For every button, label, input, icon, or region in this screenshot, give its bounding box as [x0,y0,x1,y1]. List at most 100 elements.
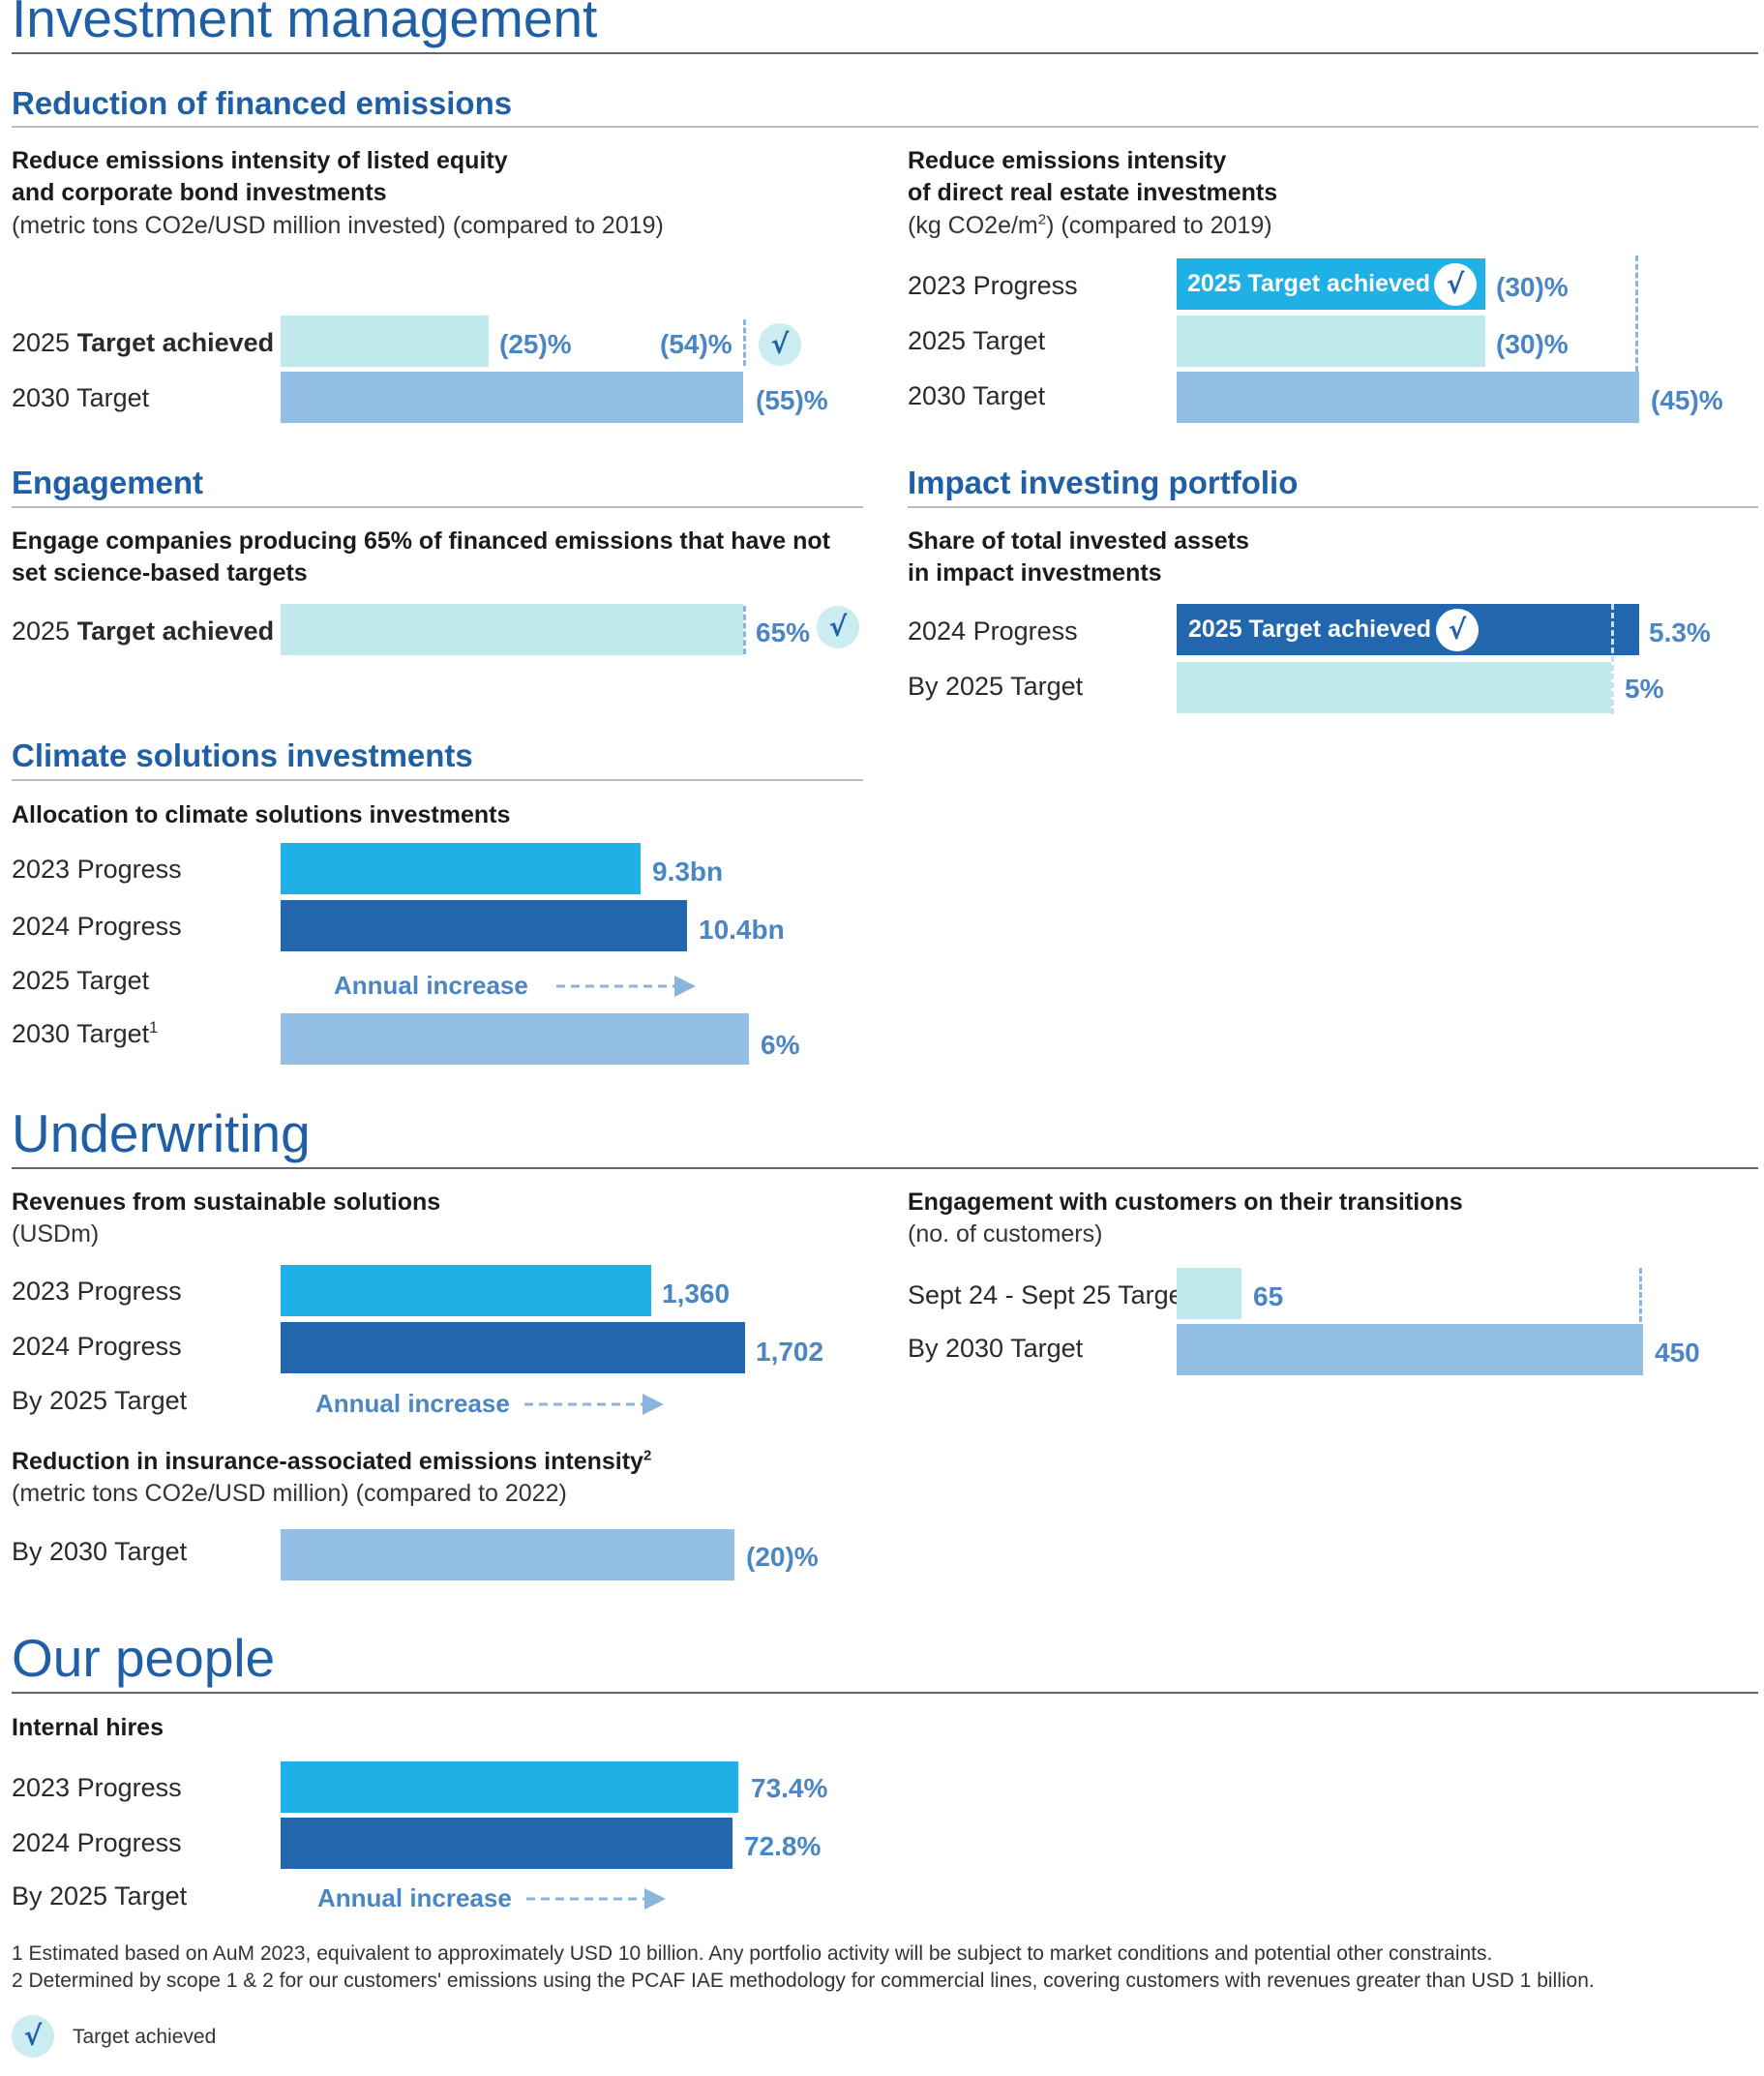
listed-bar-2030-target [281,372,743,423]
hires-value-2023: 73.4% [751,1773,828,1803]
customers-bar-target [1177,1268,1241,1319]
subsection-divider [12,506,863,508]
hires-row-2024-progress: 2024 Progress [12,1828,182,1857]
climate-annual-increase: Annual increase [334,971,528,1000]
customers-target-marker [1639,1268,1642,1322]
engagement-row-target-achieved: 2025 Target achieved [12,617,275,646]
climate-bar-2024-progress [281,900,687,951]
customers-value-target: 65 [1253,1281,1284,1311]
revenues-annual-increase: Annual increase [315,1389,510,1418]
impact-bar-2025-target [1177,662,1611,713]
impact-target-marker [1611,604,1614,714]
check-icon: √ [759,323,801,366]
customers-title: Engagement with customers on their trans… [908,1188,1463,1216]
hires-row-2023-progress: 2023 Progress [12,1773,182,1802]
subsection-engagement: Engagement [12,465,204,500]
section-divider [12,1167,1758,1169]
climate-value-2023: 9.3bn [652,857,724,887]
arrow-right-icon [524,1394,664,1415]
check-icon: √ [1434,263,1477,306]
customers-bar-2030-target [1177,1324,1643,1375]
realestate-row-2025-target: 2025 Target [908,326,1046,355]
realestate-row-2030-target: 2030 Target [908,381,1046,410]
legend-label: Target achieved [73,2026,217,2048]
engagement-value: 65% [756,617,811,647]
revenues-bar-2023-progress [281,1265,651,1316]
revenues-unit: (USDm) [12,1220,100,1248]
realestate-value-progress: (30)% [1496,272,1569,302]
climate-value-2030: 6% [761,1030,800,1060]
customers-unit: (no. of customers) [908,1220,1103,1248]
hires-bar-2023-progress [281,1761,738,1813]
climate-row-2030-target: 2030 Target1 [12,1019,159,1048]
arrow-right-icon [556,976,696,997]
listed-value-2025-target: (25)% [499,329,572,359]
check-icon: √ [1436,609,1479,651]
climate-row-2024-progress: 2024 Progress [12,912,182,941]
climate-value-2024: 10.4bn [699,915,785,945]
revenues-row-2023-progress: 2023 Progress [12,1277,182,1306]
climate-title: Allocation to climate solutions investme… [12,801,511,828]
footnote-1: 1 Estimated based on AuM 2023, equivalen… [12,1942,1493,1965]
revenues-row-2024-progress: 2024 Progress [12,1332,182,1361]
realestate-bar-2030-target [1177,372,1639,423]
subsection-divider [908,506,1758,508]
realestate-row-2023-progress: 2023 Progress [908,271,1078,300]
listed-progress-marker [743,319,746,366]
section-title-underwriting: Underwriting [12,1103,311,1163]
climate-row-2023-progress: 2023 Progress [12,855,182,884]
revenues-value-2023: 1,360 [662,1279,731,1309]
impact-value-progress: 5.3% [1649,617,1711,647]
climate-bar-2030-target [281,1013,749,1065]
listed-row-2030-target: 2030 Target [12,383,150,412]
climate-row-2025-target: 2025 Target [12,966,150,995]
section-divider [12,1692,1758,1694]
hires-title: Internal hires [12,1714,164,1741]
climate-bar-2023-progress [281,843,641,894]
revenues-bar-2024-progress [281,1322,745,1373]
insurance-row-2030-target: By 2030 Target [12,1537,188,1566]
customers-row-target: Sept 24 - Sept 25 Target [908,1280,1191,1309]
realestate-bar-2025-target [1177,316,1485,367]
insurance-value: (20)% [746,1542,819,1572]
engagement-target-marker [743,606,746,654]
revenues-row-2025-target: By 2025 Target [12,1386,188,1415]
realestate-title: Reduce emissions intensity of direct rea… [908,147,1278,206]
impact-title: Share of total invested assets in impact… [908,527,1249,587]
check-icon: √ [817,606,859,648]
revenues-value-2024: 1,702 [756,1337,824,1367]
section-title-investment: Investment management [12,0,598,48]
engagement-title: Engage companies producing 65% of financ… [12,527,830,587]
hires-row-2025-target: By 2025 Target [12,1881,188,1911]
target-achieved-badge: 2025 Target achieved [1187,270,1431,297]
impact-value-target: 5% [1625,674,1664,704]
realestate-unit: (kg CO2e/m2) (compared to 2019) [908,211,1272,239]
insurance-bar-2030-target [281,1529,734,1580]
target-achieved-badge: 2025 Target achieved [1188,616,1432,643]
impact-row-2025-target: By 2025 Target [908,672,1084,701]
realestate-bar-2023-progress: 2025 Target achieved √ [1177,258,1485,310]
subsection-impact-investing: Impact investing portfolio [908,465,1299,500]
impact-bar-2024-progress: 2025 Target achieved √ [1177,604,1639,655]
listed-unit: (metric tons CO2e/USD million invested) … [12,212,664,239]
section-divider [12,52,1758,54]
revenues-title: Revenues from sustainable solutions [12,1188,441,1216]
realestate-target-marker [1635,256,1638,372]
hires-value-2024: 72.8% [744,1831,822,1861]
hires-annual-increase: Annual increase [317,1883,512,1912]
arrow-right-icon [526,1888,666,1910]
impact-row-2024-progress: 2024 Progress [908,617,1078,646]
listed-bar-2025-target [281,316,489,367]
legend-check-icon: √ [12,2015,54,2058]
listed-value-progress: (54)% [660,329,733,359]
customers-value-2030: 450 [1655,1338,1700,1368]
realestate-value-2025-target: (30)% [1496,329,1569,359]
listed-row-target-achieved: 2025 Target achieved [12,328,275,357]
hires-bar-2024-progress [281,1818,733,1869]
engagement-bar [281,604,743,655]
insurance-title: Reduction in insurance-associated emissi… [12,1447,652,1475]
footnote-2: 2 Determined by scope 1 & 2 for our cust… [12,1970,1595,1992]
subsection-divider [12,126,1758,128]
insurance-unit: (metric tons CO2e/USD million) (compared… [12,1480,567,1507]
realestate-value-2030-target: (45)% [1651,385,1723,415]
